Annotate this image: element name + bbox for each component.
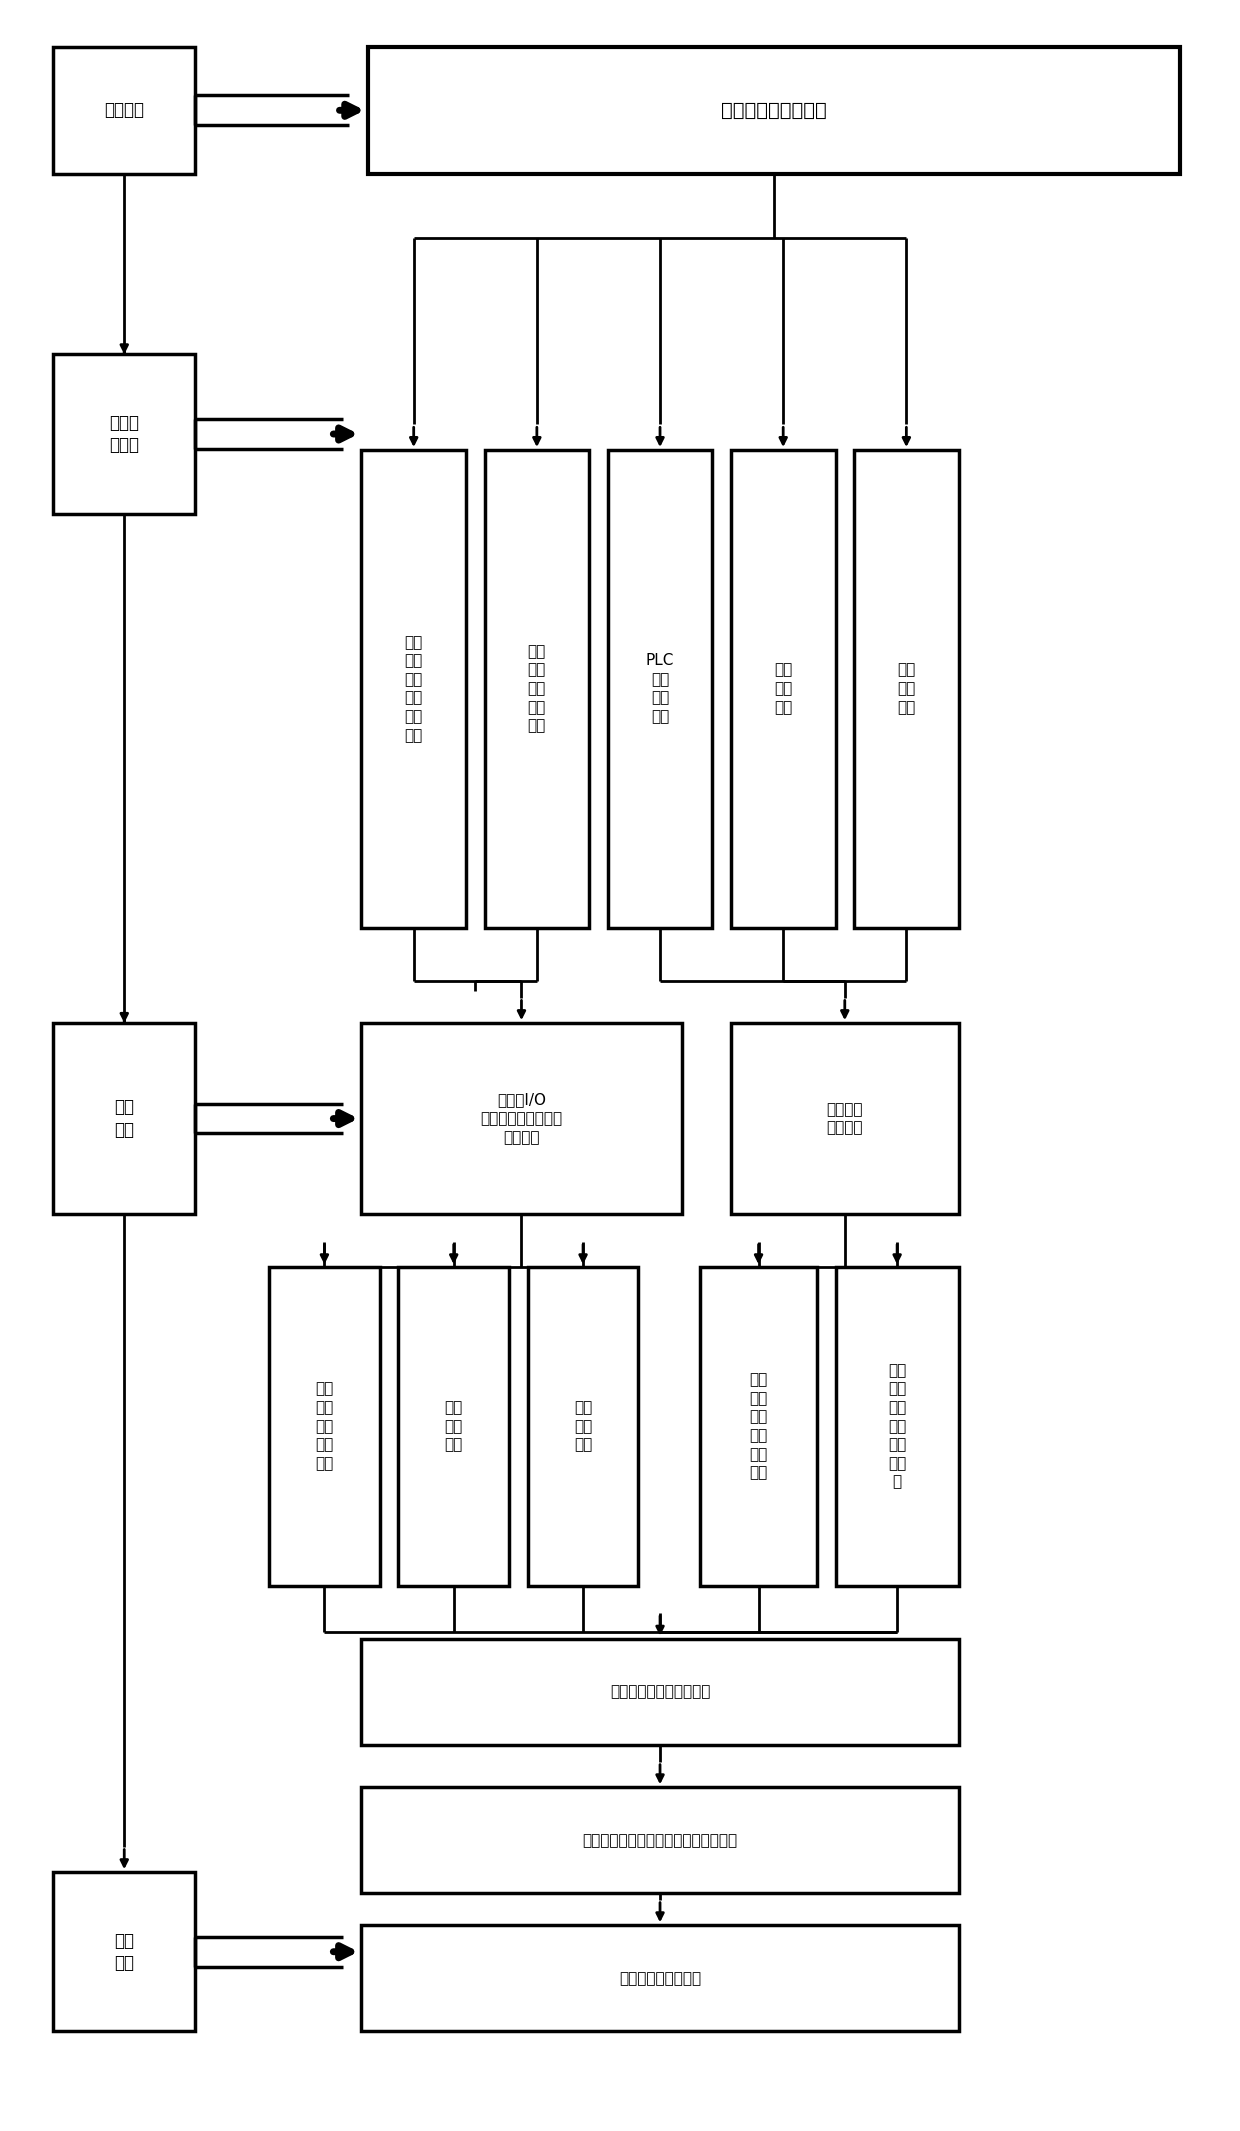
Text: 湿度
检测
装置: 湿度 检测 装置 (445, 1400, 463, 1453)
Bar (269, 1268, 379, 1585)
Bar (361, 1924, 959, 2031)
Text: 组态
技术
研究: 组态 技术 研究 (898, 663, 915, 714)
Text: 关键技
术研究: 关键技 术研究 (109, 413, 139, 454)
Bar (730, 450, 836, 927)
Text: 湿度检测及控制系统: 湿度检测及控制系统 (619, 1971, 701, 1986)
Text: 品质自动
控制系统: 品质自动 控制系统 (827, 1102, 863, 1136)
Bar (361, 450, 466, 927)
Bar (608, 450, 712, 927)
Bar (836, 1268, 959, 1585)
Bar (361, 1788, 959, 1892)
Text: 完成
设计: 完成 设计 (114, 1931, 134, 1971)
Bar (367, 47, 1180, 175)
Bar (53, 1023, 195, 1215)
Text: 关键
设备
运行
状态
监测
研究: 关键 设备 运行 状态 监测 研究 (404, 635, 423, 744)
Bar (528, 1268, 639, 1585)
Bar (53, 1873, 195, 2031)
Bar (701, 1268, 817, 1585)
Text: 标准网络传输协议的选择: 标准网络传输协议的选择 (610, 1683, 711, 1698)
Text: 变频
技术
研究: 变频 技术 研究 (774, 663, 792, 714)
Text: 分布式I/O
硬件外围电路及应用
程序设计: 分布式I/O 硬件外围电路及应用 程序设计 (480, 1093, 563, 1144)
Text: 系统
设计: 系统 设计 (114, 1097, 134, 1138)
Bar (398, 1268, 510, 1585)
Bar (53, 47, 195, 175)
Text: 轴承
温升
转速
检测
装置: 轴承 温升 转速 检测 装置 (315, 1381, 334, 1470)
Bar (730, 1023, 959, 1215)
Text: 湿度检测及控制系统: 湿度检测及控制系统 (722, 100, 827, 119)
Text: 开模
机行
进速
度自
动控
制系
统: 开模 机行 进速 度自 动控 制系 统 (888, 1364, 906, 1490)
Text: 技术调研: 技术调研 (104, 102, 144, 119)
Text: PLC
控制
系统
研究: PLC 控制 系统 研究 (646, 654, 675, 725)
Bar (361, 1639, 959, 1745)
Bar (361, 1023, 682, 1215)
Bar (53, 354, 195, 514)
Bar (854, 450, 959, 927)
Text: 数据显示服务器的程序编写及数据发布: 数据显示服务器的程序编写及数据发布 (583, 1833, 738, 1848)
Text: 火焰
检测
装量: 火焰 检测 装量 (574, 1400, 593, 1453)
Bar (485, 450, 589, 927)
Text: 状态
参数
存储
分析
系统: 状态 参数 存储 分析 系统 (528, 644, 546, 733)
Text: 风机
电机
转速
自动
控制
系统: 风机 电机 转速 自动 控制 系统 (749, 1372, 768, 1481)
